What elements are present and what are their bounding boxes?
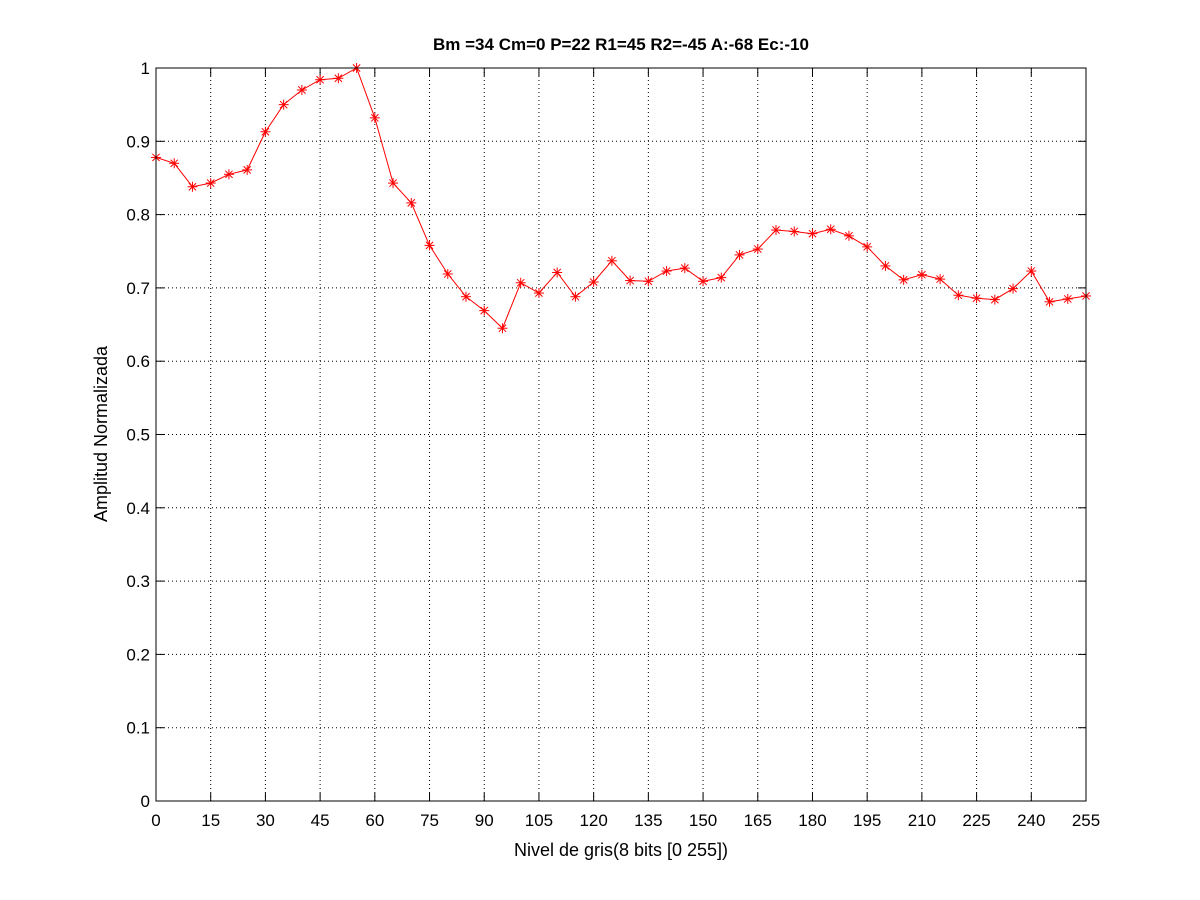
y-tick-label: 0.5 <box>126 426 150 445</box>
data-point <box>369 112 380 123</box>
data-point <box>223 169 234 180</box>
x-tick-label: 150 <box>689 811 717 830</box>
data-point <box>698 276 709 287</box>
data-point <box>716 272 727 283</box>
x-tick-label: 75 <box>420 811 439 830</box>
data-point <box>1044 296 1055 307</box>
series-line <box>155 67 1087 330</box>
data-point <box>752 244 763 255</box>
data-point <box>898 274 909 285</box>
data-point <box>807 228 818 239</box>
y-tick-label: 0 <box>141 792 150 811</box>
y-tick-label: 0.2 <box>126 645 150 664</box>
x-tick-label: 255 <box>1072 811 1100 830</box>
chart-title: Bm =34 Cm=0 P=22 R1=45 R2=-45 A:-68 Ec:-… <box>433 35 809 54</box>
data-point <box>1062 293 1073 304</box>
x-tick-label: 210 <box>908 811 936 830</box>
y-tick-labels: 0 0.1 0.2 0.3 0.4 0.5 0.6 0.7 0.8 0.9 1 <box>126 59 150 811</box>
data-point <box>643 276 654 287</box>
data-point <box>734 249 745 260</box>
data-point <box>625 275 636 286</box>
data-point <box>406 197 417 208</box>
data-point <box>442 268 453 279</box>
data-point <box>205 178 216 189</box>
data-point <box>1026 266 1037 277</box>
x-tick-label: 90 <box>475 811 494 830</box>
data-point <box>479 305 490 316</box>
data-point <box>533 288 544 299</box>
data-point <box>953 290 964 301</box>
data-point <box>1008 283 1019 294</box>
data-point <box>552 267 563 278</box>
x-tick-label: 105 <box>525 811 553 830</box>
data-point <box>862 241 873 252</box>
x-tick-label: 60 <box>365 811 384 830</box>
grid <box>156 68 1086 801</box>
data-point <box>825 224 836 235</box>
data-point <box>679 263 690 274</box>
y-tick-label: 0.8 <box>126 206 150 225</box>
y-tick-label: 0.1 <box>126 719 150 738</box>
data-point <box>424 240 435 251</box>
x-tick-label: 15 <box>201 811 220 830</box>
x-axis-label: Nivel de gris(8 bits [0 255]) <box>514 840 728 860</box>
x-tick-label: 195 <box>853 811 881 830</box>
data-point <box>388 178 399 189</box>
data-point <box>333 73 344 84</box>
x-tick-label: 0 <box>151 811 160 830</box>
data-point <box>497 323 508 334</box>
data-point <box>461 291 471 302</box>
data-point <box>187 181 198 192</box>
data-point <box>771 224 781 235</box>
y-axis-label: Amplitud Normalizada <box>91 345 111 522</box>
plot-frame <box>155 67 1087 802</box>
data-point <box>242 164 253 175</box>
x-tick-labels: 0 15 30 45 60 75 90 105 120 135 150 165 180 195 210 225… <box>151 811 1100 830</box>
data-point <box>935 274 946 285</box>
data-point <box>570 291 581 302</box>
data-point <box>588 277 599 288</box>
y-tick-label: 0.9 <box>126 132 150 151</box>
data-point <box>515 277 526 288</box>
x-tick-label: 135 <box>634 811 662 830</box>
y-tick-label: 0.3 <box>126 572 150 591</box>
data-point <box>606 255 617 266</box>
data-point <box>789 226 800 237</box>
data-point <box>296 84 307 95</box>
x-tick-label: 45 <box>311 811 330 830</box>
x-tick-label: 165 <box>744 811 772 830</box>
series <box>151 63 1091 334</box>
data-point <box>916 269 927 280</box>
data-point <box>843 230 854 241</box>
data-point <box>971 293 982 304</box>
data-point <box>169 158 180 169</box>
data-point <box>278 99 289 110</box>
y-tick-label: 1 <box>141 59 150 78</box>
x-tick-label: 180 <box>798 811 826 830</box>
x-tick-label: 30 <box>256 811 275 830</box>
data-point <box>880 260 891 271</box>
data-point <box>661 266 672 277</box>
data-point <box>260 126 271 137</box>
x-tick-label: 225 <box>962 811 990 830</box>
x-tick-label: 240 <box>1017 811 1045 830</box>
y-tick-label: 0.6 <box>126 352 150 371</box>
y-tick-label: 0.7 <box>126 279 150 298</box>
data-point <box>989 294 1000 305</box>
y-tick-label: 0.4 <box>126 499 150 518</box>
x-tick-label: 120 <box>579 811 607 830</box>
data-point <box>315 74 326 85</box>
